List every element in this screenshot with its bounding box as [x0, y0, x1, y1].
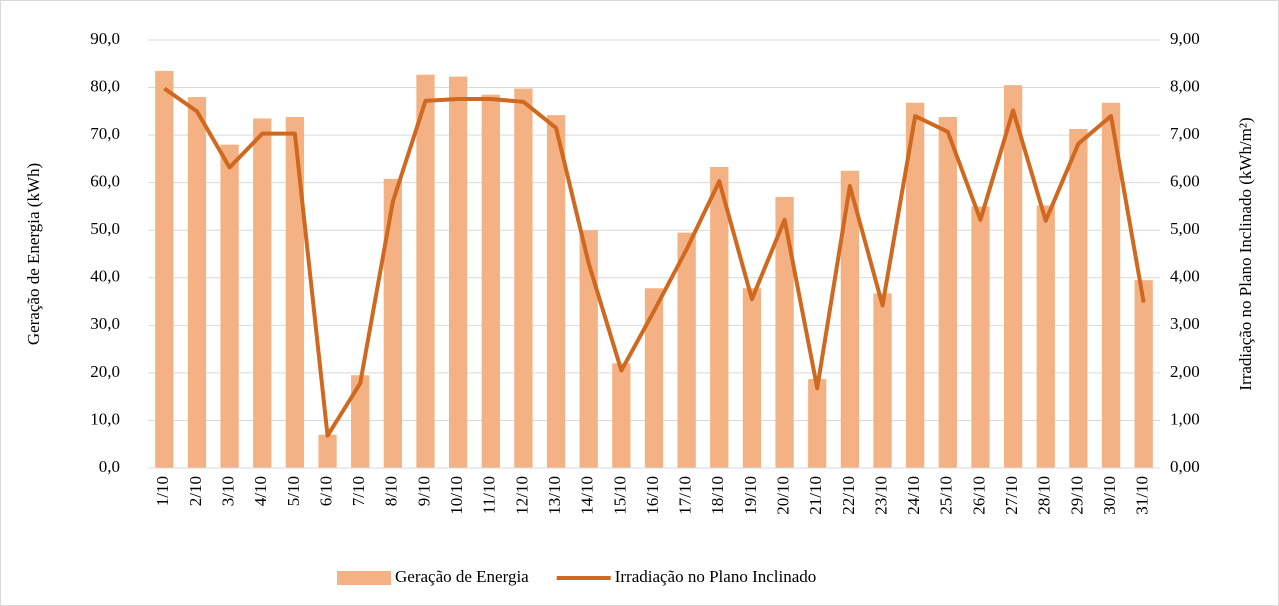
- y2-tick-label: 9,00: [1170, 29, 1200, 48]
- y2-tick-label: 6,00: [1170, 172, 1200, 191]
- x-tick-label: 1/10: [153, 476, 172, 506]
- bar: [938, 117, 957, 468]
- y2-tick-label: 3,00: [1170, 314, 1200, 333]
- x-tick-label: 5/10: [284, 476, 303, 506]
- bar: [1134, 280, 1153, 468]
- x-tick-label: 9/10: [414, 476, 433, 506]
- y-tick-label: 30,0: [90, 314, 120, 333]
- x-tick-label: 6/10: [316, 476, 335, 506]
- x-tick-label: 12/10: [512, 476, 531, 515]
- y-tick-label: 10,0: [90, 409, 120, 428]
- y-tick-label: 90,0: [90, 29, 120, 48]
- x-tick-label: 2/10: [186, 476, 205, 506]
- y-tick-label: 50,0: [90, 219, 120, 238]
- y2-tick-label: 5,00: [1170, 219, 1200, 238]
- bar: [318, 434, 337, 468]
- bar: [1036, 205, 1055, 468]
- y-tick-label: 20,0: [90, 362, 120, 381]
- bar: [644, 288, 664, 468]
- bar: [1069, 128, 1088, 468]
- x-tick-label: 8/10: [382, 476, 401, 506]
- bar: [416, 74, 435, 469]
- legend-label: Irradiação no Plano Inclinado: [615, 567, 817, 586]
- legend-swatch: [337, 571, 391, 585]
- x-tick-label: 26/10: [969, 476, 988, 515]
- bar: [579, 230, 598, 468]
- x-tick-label: 14/10: [578, 476, 597, 515]
- y2-axis-title: Irradiação no Plano Inclinado (kWh/m²): [1236, 117, 1255, 390]
- x-tick-label: 27/10: [1002, 476, 1021, 515]
- x-tick-label: 29/10: [1067, 476, 1086, 515]
- bar: [481, 94, 500, 468]
- bar: [873, 293, 892, 468]
- y2-tick-label: 4,00: [1170, 267, 1200, 286]
- x-tick-label: 10/10: [447, 476, 466, 515]
- x-tick-label: 20/10: [773, 476, 792, 515]
- x-tick-label: 28/10: [1035, 476, 1054, 515]
- bar: [1003, 85, 1023, 468]
- x-tick-label: 16/10: [643, 476, 662, 515]
- bar: [514, 88, 533, 469]
- x-tick-label: 13/10: [545, 476, 564, 515]
- bar: [351, 375, 370, 468]
- y-axis-title: Geração de Energia (kWh): [24, 163, 43, 345]
- bar: [253, 118, 272, 468]
- x-tick-label: 15/10: [610, 476, 629, 515]
- line: [163, 86, 1146, 438]
- x-tick-label: 22/10: [839, 476, 858, 515]
- legend-label: Geração de Energia: [395, 567, 529, 586]
- y2-tick-label: 2,00: [1170, 362, 1200, 381]
- x-tick-label: 25/10: [937, 476, 956, 515]
- x-tick-label: 11/10: [480, 476, 499, 514]
- bar: [155, 70, 174, 469]
- x-tick-label: 31/10: [1133, 476, 1152, 515]
- y2-tick-label: 0,00: [1170, 457, 1200, 476]
- x-tick-label: 4/10: [251, 476, 270, 506]
- x-tick-label: 19/10: [741, 476, 760, 515]
- x-tick-label: 17/10: [676, 476, 695, 515]
- bar: [971, 206, 990, 468]
- y-tick-label: 80,0: [90, 76, 120, 95]
- y-tick-label: 0,0: [99, 457, 120, 476]
- bar: [742, 288, 762, 468]
- x-tick-label: 3/10: [219, 476, 238, 506]
- bar: [808, 379, 827, 468]
- bar: [906, 102, 925, 469]
- bar: [1101, 102, 1121, 469]
- bar: [612, 363, 631, 468]
- bar: [840, 170, 860, 468]
- y-tick-label: 70,0: [90, 124, 120, 143]
- bar: [710, 166, 729, 468]
- x-tick-label: 30/10: [1100, 476, 1119, 515]
- x-tick-label: 18/10: [708, 476, 727, 515]
- bar: [187, 97, 207, 469]
- x-tick-label: 24/10: [904, 476, 923, 515]
- y2-tick-label: 1,00: [1170, 409, 1200, 428]
- bar: [775, 196, 794, 468]
- y2-tick-label: 8,00: [1170, 76, 1200, 95]
- bar: [448, 76, 468, 469]
- y-tick-label: 60,0: [90, 172, 120, 191]
- bar: [383, 178, 402, 468]
- x-tick-label: 23/10: [871, 476, 890, 515]
- x-tick-label: 21/10: [806, 476, 825, 515]
- y-tick-label: 40,0: [90, 267, 120, 286]
- bar: [677, 232, 696, 468]
- x-tick-label: 7/10: [349, 476, 368, 506]
- y2-tick-label: 7,00: [1170, 124, 1200, 143]
- bar: [220, 144, 239, 468]
- bar: [546, 115, 566, 468]
- bar: [285, 117, 305, 468]
